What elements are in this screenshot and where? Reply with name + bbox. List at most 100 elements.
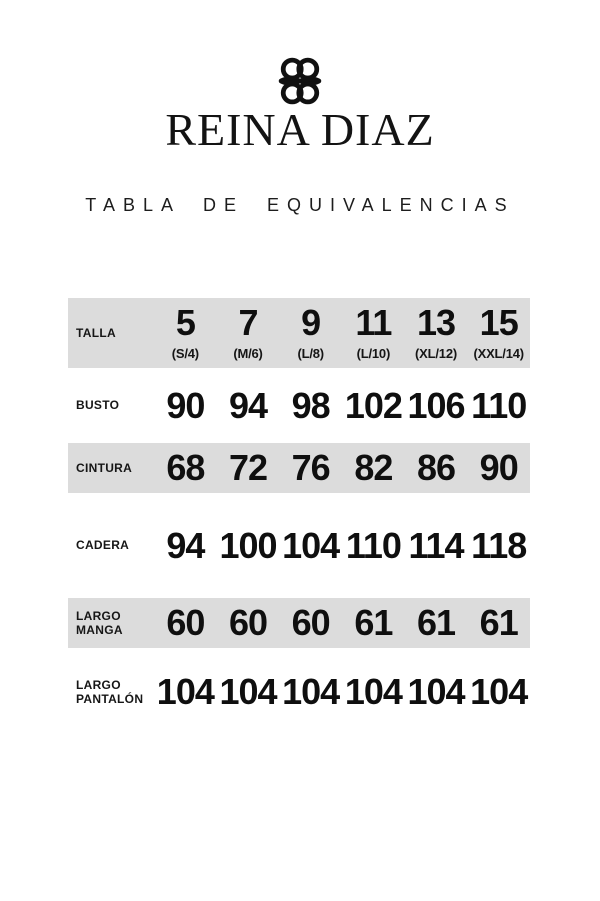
measurement-value: 118 bbox=[471, 524, 527, 566]
size-number: 13 bbox=[417, 302, 456, 343]
measurement-value: 61 bbox=[354, 602, 393, 643]
value-cell: 94 bbox=[217, 384, 280, 426]
size-cell: 7 (M/6) bbox=[217, 302, 280, 362]
value-cell: 76 bbox=[279, 450, 342, 486]
table-row-talla: TALLA 5 (S/4) 7 (M/6) 9 (L/8) 11 (L/10) … bbox=[68, 298, 530, 368]
size-number: 11 bbox=[355, 302, 392, 343]
value-cell: 90 bbox=[154, 384, 217, 426]
measurement-value: 90 bbox=[479, 447, 519, 488]
measurement-value: 104 bbox=[219, 671, 277, 712]
row-label-talla: TALLA bbox=[68, 326, 154, 340]
row-label-cintura: CINTURA bbox=[68, 461, 154, 475]
measurement-value: 104 bbox=[470, 671, 528, 712]
value-cell: 61 bbox=[405, 605, 468, 641]
size-number: 15 bbox=[479, 302, 519, 343]
size-equivalent: (S/4) bbox=[171, 346, 199, 361]
measurement-value: 104 bbox=[344, 671, 403, 712]
size-cell: 13 (XL/12) bbox=[405, 302, 468, 362]
value-cell: 104 bbox=[279, 674, 342, 710]
row-label-largo-pantalon: LARGO PANTALÓN bbox=[68, 678, 154, 707]
measurement-value: 61 bbox=[479, 602, 519, 643]
measurement-value: 90 bbox=[166, 384, 205, 426]
value-cell: 104 bbox=[217, 674, 280, 710]
measurement-value: 110 bbox=[345, 524, 402, 566]
row-label-text: MANGA bbox=[76, 623, 123, 637]
size-equivalence-table: TALLA 5 (S/4) 7 (M/6) 9 (L/8) 11 (L/10) … bbox=[68, 298, 530, 736]
measurement-value: 94 bbox=[166, 524, 205, 566]
row-label-busto: BUSTO bbox=[68, 398, 154, 412]
measurement-value: 100 bbox=[219, 524, 277, 566]
size-number: 5 bbox=[175, 302, 196, 343]
row-label-text: TALLA bbox=[76, 325, 116, 340]
value-cell: 60 bbox=[279, 605, 342, 641]
size-equivalent: (L/8) bbox=[297, 346, 324, 361]
value-cell: 102 bbox=[342, 384, 405, 426]
measurement-value: 104 bbox=[282, 671, 340, 712]
row-label-text: CADERA bbox=[76, 538, 130, 553]
table-row-largo-pantalon: LARGO PANTALÓN 104 104 104 104 104 104 bbox=[68, 648, 530, 736]
value-cell: 100 bbox=[217, 524, 280, 566]
row-label-text: LARGO bbox=[76, 608, 121, 623]
value-cell: 82 bbox=[342, 450, 405, 486]
row-label-text: BUSTO bbox=[76, 398, 120, 413]
row-label-text: PANTALÓN bbox=[76, 692, 144, 706]
measurement-value: 110 bbox=[471, 384, 527, 426]
table-row-largo-manga: LARGO MANGA 60 60 60 61 61 61 bbox=[68, 598, 530, 648]
measurement-value: 106 bbox=[407, 384, 465, 426]
value-cell: 68 bbox=[154, 450, 217, 486]
table-row-cadera: CADERA 94 100 104 110 114 118 bbox=[68, 493, 530, 598]
row-label-text: LARGO bbox=[76, 677, 121, 692]
size-equivalent: (L/10) bbox=[356, 346, 391, 361]
measurement-value: 60 bbox=[166, 602, 205, 643]
size-equivalent: (M/6) bbox=[233, 346, 263, 361]
row-label-text: CINTURA bbox=[76, 460, 133, 475]
value-cell: 118 bbox=[467, 524, 530, 566]
logo-container bbox=[0, 57, 600, 110]
value-cell: 61 bbox=[342, 605, 405, 641]
value-cell: 90 bbox=[467, 450, 530, 486]
value-cell: 60 bbox=[217, 605, 280, 641]
value-cell: 86 bbox=[405, 450, 468, 486]
row-label-cadera: CADERA bbox=[68, 538, 154, 552]
size-number: 7 bbox=[238, 302, 258, 343]
measurement-value: 76 bbox=[291, 447, 331, 488]
brand-name: REINA DIAZ bbox=[165, 104, 435, 155]
measurement-value: 98 bbox=[291, 384, 331, 426]
size-cell: 9 (L/8) bbox=[279, 302, 342, 362]
value-cell: 104 bbox=[342, 674, 405, 710]
measurement-value: 61 bbox=[417, 602, 456, 643]
measurement-value: 102 bbox=[344, 384, 403, 426]
measurement-value: 104 bbox=[407, 671, 465, 712]
knot-logo-icon bbox=[278, 57, 322, 105]
measurement-value: 86 bbox=[417, 447, 456, 488]
value-cell: 110 bbox=[467, 384, 530, 426]
measurement-value: 68 bbox=[166, 447, 205, 488]
value-cell: 60 bbox=[154, 605, 217, 641]
size-cell: 15 (XXL/14) bbox=[467, 302, 530, 362]
measurement-value: 94 bbox=[228, 384, 268, 426]
value-cell: 104 bbox=[405, 674, 468, 710]
value-cell: 104 bbox=[279, 524, 342, 566]
measurement-value: 72 bbox=[228, 447, 268, 488]
size-number: 9 bbox=[301, 302, 321, 343]
table-row-cintura: CINTURA 68 72 76 82 86 90 bbox=[68, 443, 530, 493]
table-row-busto: BUSTO 90 94 98 102 106 110 bbox=[68, 368, 530, 443]
size-equivalent: (XL/12) bbox=[415, 346, 457, 361]
value-cell: 114 bbox=[405, 524, 468, 566]
measurement-value: 104 bbox=[282, 524, 340, 566]
measurement-value: 114 bbox=[408, 524, 464, 566]
measurement-value: 104 bbox=[156, 671, 215, 712]
size-equivalent: (XXL/14) bbox=[473, 346, 524, 361]
value-cell: 104 bbox=[154, 674, 217, 710]
value-cell: 98 bbox=[279, 384, 342, 426]
value-cell: 110 bbox=[342, 524, 405, 566]
size-cell: 11 (L/10) bbox=[342, 302, 405, 362]
value-cell: 106 bbox=[405, 384, 468, 426]
value-cell: 94 bbox=[154, 524, 217, 566]
value-cell: 61 bbox=[467, 605, 530, 641]
page-title: TABLA DE EQUIVALENCIAS bbox=[85, 195, 515, 215]
measurement-value: 82 bbox=[354, 447, 393, 488]
measurement-value: 60 bbox=[228, 602, 268, 643]
row-label-largo-manga: LARGO MANGA bbox=[68, 609, 154, 638]
